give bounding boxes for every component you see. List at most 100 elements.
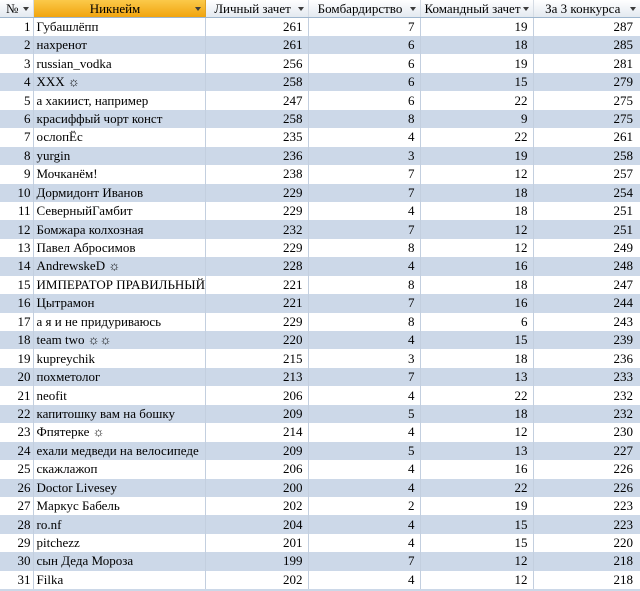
bombing-cell[interactable]: 8 <box>308 238 421 258</box>
personal-score-cell[interactable]: 229 <box>205 201 309 221</box>
personal-score-cell[interactable]: 202 <box>205 570 309 590</box>
nickname-cell[interactable]: Маркус Бабель <box>33 496 206 516</box>
filter-dropdown-icon[interactable] <box>22 6 29 11</box>
filter-dropdown-icon[interactable] <box>409 6 416 11</box>
filter-dropdown-icon[interactable] <box>630 6 636 11</box>
bombing-cell[interactable]: 5 <box>308 404 421 424</box>
personal-score-cell[interactable]: 209 <box>205 404 309 424</box>
three-contests-cell[interactable]: 285 <box>533 36 640 55</box>
team-score-cell[interactable]: 15 <box>420 515 534 534</box>
three-contests-cell[interactable]: 251 <box>533 220 640 239</box>
three-contests-cell[interactable]: 226 <box>533 478 640 497</box>
team-score-cell[interactable]: 6 <box>420 312 534 331</box>
column-header-nickname[interactable]: Никнейм <box>33 0 206 18</box>
three-contests-cell[interactable]: 230 <box>533 423 640 442</box>
three-contests-cell[interactable]: 287 <box>533 17 640 36</box>
personal-score-cell[interactable]: 261 <box>205 17 309 36</box>
nickname-cell[interactable]: ослопЁс <box>33 128 206 147</box>
bombing-cell[interactable]: 7 <box>308 367 421 387</box>
bombing-cell[interactable]: 4 <box>308 331 421 350</box>
team-score-cell[interactable]: 16 <box>420 257 534 276</box>
personal-score-cell[interactable]: 220 <box>205 331 309 350</box>
personal-score-cell[interactable]: 258 <box>205 72 309 92</box>
row-number-cell[interactable]: 8 <box>0 146 34 166</box>
row-number-cell[interactable]: 28 <box>0 515 34 534</box>
row-number-cell[interactable]: 25 <box>0 460 34 479</box>
three-contests-cell[interactable]: 239 <box>533 331 640 350</box>
three-contests-cell[interactable]: 275 <box>533 91 640 110</box>
three-contests-cell[interactable]: 275 <box>533 109 640 129</box>
bombing-cell[interactable]: 4 <box>308 570 421 590</box>
bombing-cell[interactable]: 4 <box>308 478 421 497</box>
personal-score-cell[interactable]: 235 <box>205 128 309 147</box>
team-score-cell[interactable]: 22 <box>420 386 534 405</box>
personal-score-cell[interactable]: 200 <box>205 478 309 497</box>
nickname-cell[interactable]: neofit <box>33 386 206 405</box>
three-contests-cell[interactable]: 244 <box>533 294 640 313</box>
personal-score-cell[interactable]: 201 <box>205 533 309 553</box>
nickname-cell[interactable]: Мочканём! <box>33 165 206 184</box>
personal-score-cell[interactable]: 258 <box>205 109 309 129</box>
personal-score-cell[interactable]: 238 <box>205 165 309 184</box>
row-number-cell[interactable]: 23 <box>0 423 34 442</box>
nickname-cell[interactable]: капитошку вам на бошку <box>33 404 206 424</box>
row-number-cell[interactable]: 6 <box>0 109 34 129</box>
team-score-cell[interactable]: 12 <box>420 552 534 571</box>
row-number-cell[interactable]: 21 <box>0 386 34 405</box>
team-score-cell[interactable]: 12 <box>420 165 534 184</box>
nickname-cell[interactable]: а хакиист, например <box>33 91 206 110</box>
row-number-cell[interactable]: 4 <box>0 72 34 92</box>
nickname-cell[interactable]: Дормидонт Иванов <box>33 183 206 202</box>
team-score-cell[interactable]: 13 <box>420 441 534 461</box>
row-number-cell[interactable]: 10 <box>0 183 34 202</box>
nickname-cell[interactable]: ехали медведи на велосипеде <box>33 441 206 461</box>
filter-dropdown-icon[interactable] <box>297 6 304 11</box>
three-contests-cell[interactable]: 258 <box>533 146 640 166</box>
personal-score-cell[interactable]: 236 <box>205 146 309 166</box>
nickname-cell[interactable]: похметолог <box>33 367 206 387</box>
team-score-cell[interactable]: 16 <box>420 460 534 479</box>
team-score-cell[interactable]: 12 <box>420 423 534 442</box>
nickname-cell[interactable]: Фпятерке ☼ <box>33 423 206 442</box>
row-number-cell[interactable]: 12 <box>0 220 34 239</box>
three-contests-cell[interactable]: 249 <box>533 238 640 258</box>
nickname-cell[interactable]: Губашлёпп <box>33 17 206 36</box>
personal-score-cell[interactable]: 228 <box>205 257 309 276</box>
row-number-cell[interactable]: 17 <box>0 312 34 331</box>
row-number-cell[interactable]: 26 <box>0 478 34 497</box>
bombing-cell[interactable]: 4 <box>308 128 421 147</box>
bombing-cell[interactable]: 3 <box>308 146 421 166</box>
bombing-cell[interactable]: 8 <box>308 275 421 295</box>
three-contests-cell[interactable]: 218 <box>533 570 640 590</box>
bombing-cell[interactable]: 3 <box>308 349 421 368</box>
bombing-cell[interactable]: 6 <box>308 72 421 92</box>
nickname-cell[interactable]: ro.nf <box>33 515 206 534</box>
bombing-cell[interactable]: 7 <box>308 17 421 36</box>
column-header-three-contests[interactable]: За 3 конкурса <box>533 0 640 18</box>
row-number-cell[interactable]: 9 <box>0 165 34 184</box>
row-number-cell[interactable]: 3 <box>0 54 34 73</box>
bombing-cell[interactable]: 4 <box>308 460 421 479</box>
team-score-cell[interactable]: 19 <box>420 17 534 36</box>
row-number-cell[interactable]: 27 <box>0 496 34 516</box>
personal-score-cell[interactable]: 215 <box>205 349 309 368</box>
personal-score-cell[interactable]: 229 <box>205 183 309 202</box>
three-contests-cell[interactable]: 261 <box>533 128 640 147</box>
filter-dropdown-icon[interactable] <box>522 6 529 11</box>
three-contests-cell[interactable]: 247 <box>533 275 640 295</box>
bombing-cell[interactable]: 4 <box>308 515 421 534</box>
three-contests-cell[interactable]: 232 <box>533 386 640 405</box>
nickname-cell[interactable]: ИМПЕРАТОР ПРАВИЛЬНЫЙ <box>33 275 206 295</box>
bombing-cell[interactable]: 7 <box>308 552 421 571</box>
personal-score-cell[interactable]: 229 <box>205 312 309 331</box>
row-number-cell[interactable]: 1 <box>0 17 34 36</box>
bombing-cell[interactable]: 7 <box>308 183 421 202</box>
bombing-cell[interactable]: 6 <box>308 36 421 55</box>
row-number-cell[interactable]: 11 <box>0 201 34 221</box>
row-number-cell[interactable]: 15 <box>0 275 34 295</box>
row-number-cell[interactable]: 22 <box>0 404 34 424</box>
bombing-cell[interactable]: 5 <box>308 441 421 461</box>
three-contests-cell[interactable]: 227 <box>533 441 640 461</box>
team-score-cell[interactable]: 9 <box>420 109 534 129</box>
row-number-cell[interactable]: 18 <box>0 331 34 350</box>
